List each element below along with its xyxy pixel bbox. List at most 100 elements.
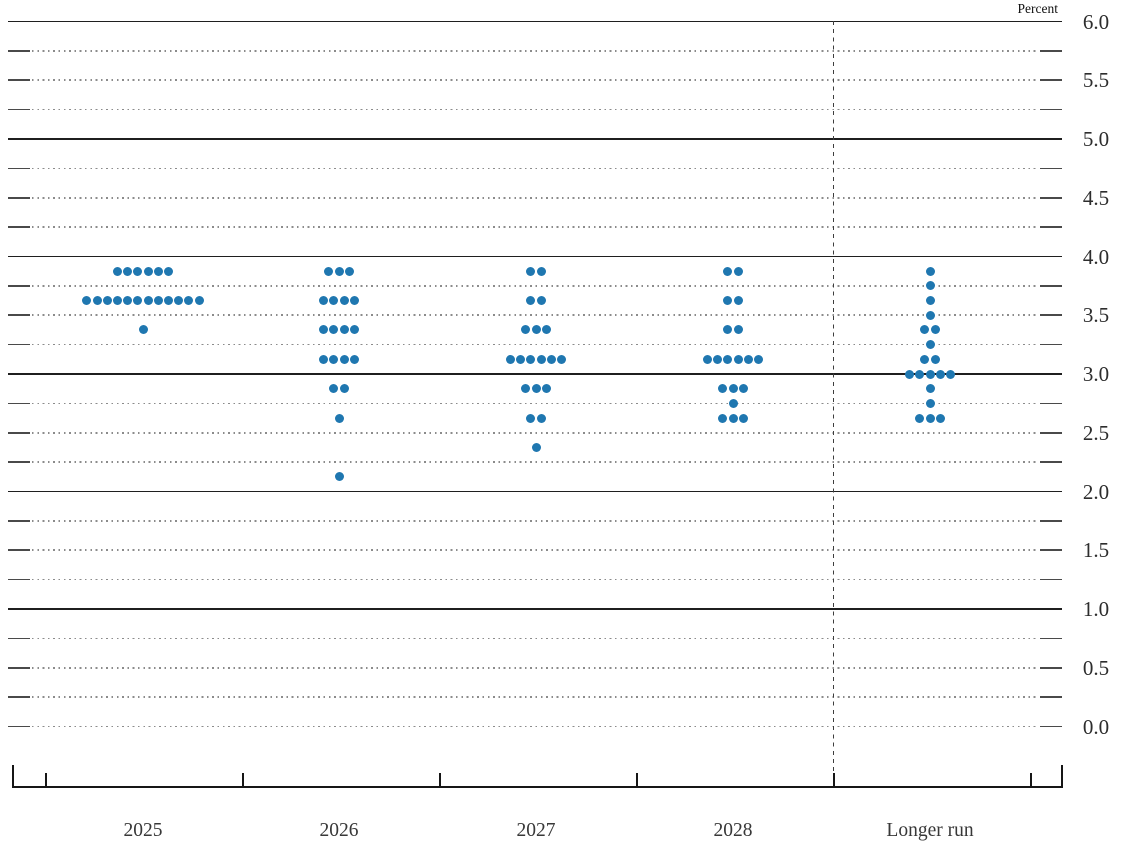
projection-dot <box>164 266 173 276</box>
projection-dot <box>349 296 359 306</box>
y-axis-tick-right <box>1040 314 1062 317</box>
projection-dot <box>339 384 349 394</box>
y-axis-tick-right <box>1040 520 1062 522</box>
projection-dot <box>925 369 935 379</box>
projection-dot <box>945 369 955 379</box>
x-axis-tick <box>833 773 835 788</box>
projection-dot <box>329 325 339 335</box>
projection-dot <box>925 310 935 320</box>
projection-dot <box>133 296 143 306</box>
projection-dot <box>349 354 359 364</box>
x-axis-tick <box>45 773 47 788</box>
gridline-dotted <box>32 285 1036 287</box>
x-axis-tick <box>242 773 244 788</box>
projection-dot <box>526 296 536 306</box>
projection-dot <box>329 354 339 364</box>
projection-dot <box>334 266 344 276</box>
projection-dot <box>113 266 122 276</box>
y-tick-label: 5.0 <box>1082 127 1110 151</box>
projection-dot <box>153 296 163 306</box>
projection-dot <box>930 354 940 364</box>
y-axis-tick-right <box>1040 461 1062 463</box>
projection-dot <box>526 354 536 364</box>
longer-run-separator-line <box>832 20 834 787</box>
gridline-dotted <box>32 666 1036 669</box>
y-tick-label: 3.0 <box>1082 362 1110 386</box>
projection-dot <box>516 354 526 364</box>
y-tick-label: 4.5 <box>1082 185 1110 210</box>
gridline-dotted <box>32 314 1036 317</box>
gridline-dotted <box>32 578 1036 581</box>
projection-dot <box>138 325 148 335</box>
projection-dot <box>531 325 541 335</box>
projection-dot <box>184 296 194 306</box>
gridline-solid <box>8 608 1062 610</box>
y-axis-tick-left <box>8 226 30 228</box>
projection-dot <box>536 296 546 306</box>
projection-dot <box>754 354 763 364</box>
projection-dot <box>915 413 925 423</box>
gridline-dotted <box>32 196 1036 199</box>
y-tick-label: 0.0 <box>1082 714 1110 739</box>
projection-dot <box>930 325 940 335</box>
projection-dot <box>920 354 930 364</box>
x-axis-line <box>12 786 1063 788</box>
y-axis-tick-left <box>8 343 30 346</box>
projection-dot <box>339 325 349 335</box>
gridline-dotted <box>32 402 1036 405</box>
y-axis-tick-left <box>8 666 30 669</box>
y-axis-tick-left <box>8 637 30 640</box>
projection-dot <box>344 266 354 276</box>
projection-dot <box>703 354 712 364</box>
y-axis-tick-right <box>1040 549 1062 552</box>
y-tick-label: 6.0 <box>1082 9 1110 34</box>
projection-dot <box>743 354 753 364</box>
y-tick-label: 2.0 <box>1082 479 1110 504</box>
y-axis-tick-left <box>8 50 30 52</box>
x-category-label: 2026 <box>319 820 359 841</box>
projection-dot <box>123 266 133 276</box>
projection-dot <box>728 413 738 423</box>
projection-dot <box>319 354 329 364</box>
gridline-dotted <box>32 79 1036 82</box>
projection-dot <box>334 413 344 423</box>
projection-dot <box>123 296 133 306</box>
y-axis-tick-left <box>8 314 30 317</box>
projection-dot <box>718 413 728 423</box>
x-axis-tick <box>1030 773 1032 788</box>
y-axis-tick-left <box>8 549 30 552</box>
projection-dot <box>329 296 339 306</box>
x-category-label: 2028 <box>713 820 753 841</box>
y-axis-tick-right <box>1040 50 1062 52</box>
y-axis-tick-left <box>8 285 30 287</box>
x-axis-end-cap <box>1061 765 1063 788</box>
projection-dot <box>319 296 329 306</box>
y-axis-tick-left <box>8 108 30 111</box>
projection-dot <box>925 281 935 291</box>
gridline-solid <box>8 20 1062 23</box>
y-axis-unit-label: Percent <box>1017 1 1058 16</box>
projection-dot <box>133 266 143 276</box>
y-axis-tick-left <box>8 520 30 522</box>
x-axis-end-cap <box>12 765 14 788</box>
projection-dot <box>113 296 122 306</box>
projection-dot <box>164 296 173 306</box>
y-axis-tick-right <box>1040 696 1062 698</box>
x-category-label: 2027 <box>516 820 556 841</box>
projection-dot <box>728 398 738 408</box>
projection-dot <box>733 325 743 335</box>
projection-dot <box>102 296 112 306</box>
gridline-dotted <box>32 549 1036 552</box>
y-axis-tick-right <box>1040 578 1062 581</box>
projection-dot <box>526 413 536 423</box>
projection-dot <box>339 296 349 306</box>
y-axis-tick-left <box>8 461 30 463</box>
projection-dot <box>925 296 935 306</box>
projection-dot <box>536 354 546 364</box>
y-axis-tick-left <box>8 167 30 170</box>
projection-dot <box>723 325 733 335</box>
gridline-dotted <box>32 696 1036 698</box>
projection-dot <box>319 325 329 335</box>
projection-dot <box>194 296 204 306</box>
projection-dot <box>925 384 935 394</box>
